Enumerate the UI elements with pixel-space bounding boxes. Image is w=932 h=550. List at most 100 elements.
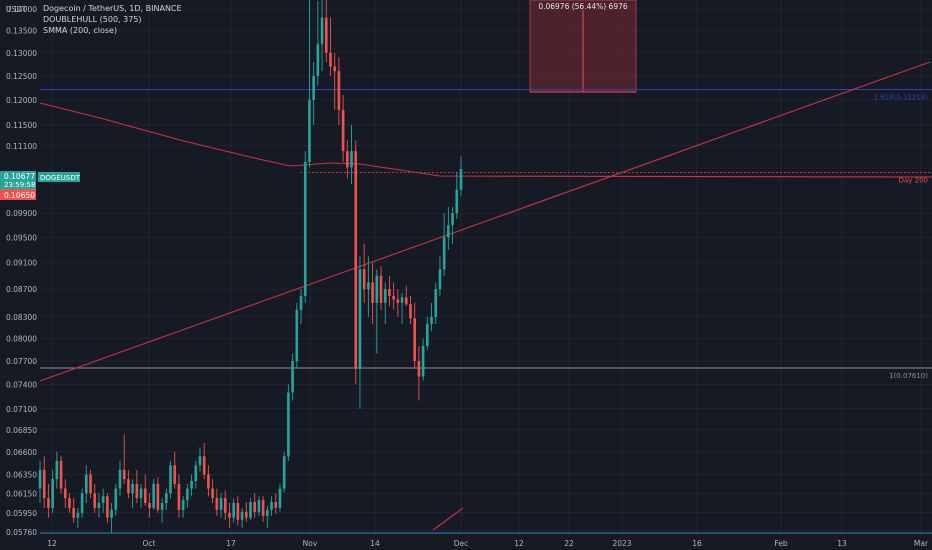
candle-body [72,507,75,518]
candle-body [409,304,412,319]
candle [341,95,345,162]
candle [257,496,261,516]
candle [451,207,454,244]
indicator-doublehull[interactable]: DOUBLEHULL (500, 375) [43,15,142,24]
candle [362,243,366,303]
candle-body [434,289,438,317]
candle-body [324,17,328,53]
candle [131,479,134,508]
candle-body [169,465,172,494]
candle-body [451,213,454,226]
candle [219,493,223,518]
candle [139,483,143,508]
candle-body [367,282,370,290]
candle-body [417,361,421,377]
candle [350,124,353,185]
candle [266,505,269,528]
candle [333,52,337,110]
candle [55,451,59,489]
y-tick-label: 0.11500 [6,121,37,130]
candle [143,474,147,506]
candle [186,483,189,508]
candle-body [261,500,265,516]
candle-body [186,488,189,501]
y-tick-label: 0.11100 [6,142,37,151]
candle [375,269,379,354]
candle-body [333,66,337,72]
candle-body [80,493,84,513]
y-tick-label: 0.08700 [6,285,37,294]
candle-body [278,488,282,508]
candle-body [148,502,151,508]
candle-body [106,496,109,518]
candle-body [396,299,400,303]
candle [223,490,227,520]
candle [190,474,193,497]
candle [93,483,97,513]
candle-body [38,469,42,489]
candle [118,460,122,497]
candle [278,483,282,512]
indicator-smma[interactable]: SMMA (200, close) [43,26,118,35]
y-tick-label: 0.05950 [6,509,37,518]
candle-body [89,474,92,494]
candle [215,488,219,516]
candle-body [173,465,177,484]
candle [72,498,75,523]
candle-body [47,498,50,508]
candle-body [358,269,362,369]
candle-body [51,479,54,508]
candle [270,496,273,516]
candle [316,0,320,86]
y-tick-label: 0.12500 [6,72,37,81]
measure-label: 0.06976 (56.44%) 6976 [538,2,628,11]
candle-body [282,456,286,489]
candle [371,262,374,325]
candle-body [127,479,130,494]
x-tick-label: Feb [774,539,788,548]
candle-body [350,151,353,168]
y-tick-label: 0.09100 [6,259,37,268]
currency-label: USDT [6,5,27,14]
candle-body [177,483,181,510]
candle-body [164,493,168,503]
candle [308,0,311,168]
countdown: 23:59:58 [4,181,35,189]
candle [160,498,164,523]
candle [291,353,294,401]
candle [438,256,442,296]
candle-body [346,151,349,168]
candle [367,256,370,317]
candle-body [303,161,307,296]
x-tick-label: 13 [837,539,847,548]
candle [97,493,101,518]
candle [152,479,155,510]
candle-body [110,509,113,518]
candle-body [232,502,235,518]
candle-body [459,169,463,190]
candle [287,384,290,461]
doublehull-line-lower [432,507,464,531]
candle [383,282,387,325]
candle [202,442,206,480]
price-tags: 0.10677 23:59:58 DOGEUSDT 0.10650 [0,171,81,200]
candle-body [316,43,320,76]
y-tick-label: 0.12000 [6,96,37,105]
y-tick-label: 0.13500 [6,27,37,36]
y-tick-label: 0.07700 [6,357,37,366]
chart-title: Dogecoin / TetherUS, 1D, BINANCE [43,4,182,13]
candle [354,140,358,385]
candle-body [118,469,122,489]
y-tick-label: 0.13000 [6,49,37,58]
candle-body [388,289,391,296]
candle-body [139,488,143,499]
level-label: 1.618(0.12214) [874,94,929,102]
candle [421,338,425,381]
candle-body [68,498,71,508]
candle-body [236,502,240,520]
candle [51,469,54,513]
candle [455,172,459,220]
candle-body [63,488,67,499]
candle [207,465,210,497]
